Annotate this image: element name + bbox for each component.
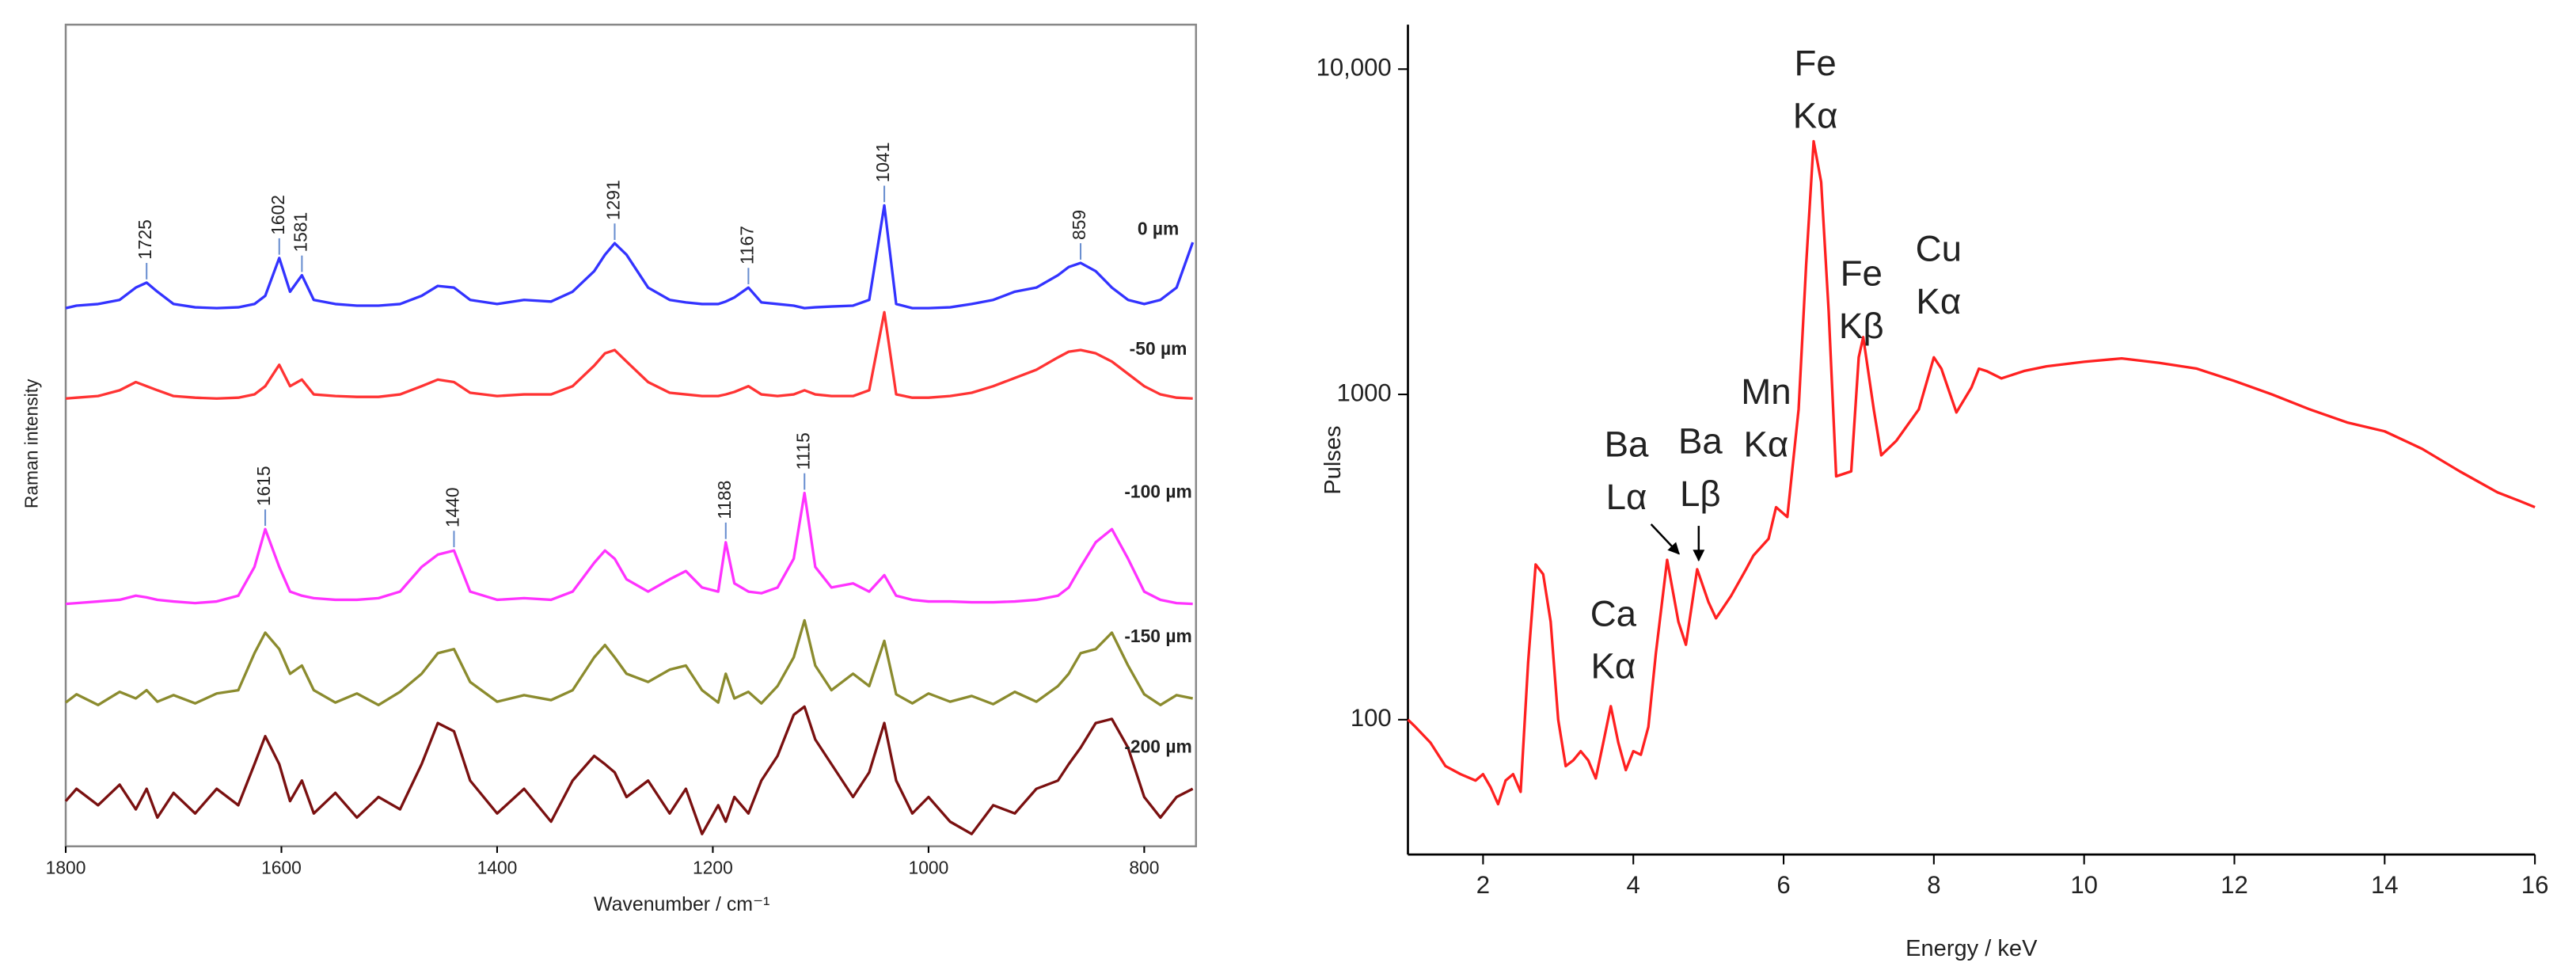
peak-annotation: Lβ — [1680, 474, 1721, 514]
spectrum-line — [65, 310, 1193, 400]
peak-annotation: Kα — [1743, 424, 1788, 465]
peak-annotation: Kβ — [1839, 306, 1884, 346]
spectrum-line — [65, 491, 1193, 606]
peak-annotation: Fe — [1795, 43, 1837, 83]
spectrum-line — [64, 705, 1194, 835]
spectrum-line — [1407, 139, 2536, 806]
y-tick-label: 100 — [1351, 704, 1392, 732]
peak-annotation: Ba — [1605, 424, 1649, 465]
peak-label: 1725 — [135, 219, 155, 260]
x-tick-label: 12 — [2221, 871, 2248, 899]
series-label: -100 µm — [1124, 481, 1191, 502]
x-tick-label: 1800 — [46, 858, 86, 878]
peak-label: 1440 — [443, 487, 463, 527]
x-tick-label: 1200 — [693, 858, 733, 878]
x-tick-label: 10 — [2070, 871, 2098, 899]
peak-label: 1041 — [872, 143, 893, 183]
peak-label: 1602 — [268, 195, 288, 235]
x-tick-label: 16 — [2521, 871, 2549, 899]
x-tick-label: 800 — [1129, 858, 1159, 878]
y-tick-label: 1000 — [1337, 379, 1392, 406]
peak-annotation: Lα — [1606, 477, 1647, 517]
peak-annotation: Fe — [1841, 253, 1883, 294]
spectrum-line — [65, 204, 1195, 310]
left-plot-frame — [64, 23, 1198, 847]
peak-label: 1115 — [792, 432, 813, 470]
x-axis-label: Energy / keV — [1905, 936, 2038, 961]
y-axis-label: Pulses — [1320, 425, 1346, 494]
peak-label: 1581 — [290, 212, 310, 253]
y-tick-label: 10,000 — [1316, 54, 1392, 82]
x-tick-label: 1000 — [909, 858, 949, 878]
peak-annotation: Ba — [1678, 420, 1723, 461]
x-tick-label: 2 — [1476, 871, 1490, 899]
peak-label: 1615 — [253, 466, 274, 506]
series-label: -50 µm — [1130, 338, 1187, 359]
peak-annotation: Kα — [1916, 281, 1961, 321]
x-tick-label: 8 — [1927, 871, 1940, 899]
x-tick-label: 14 — [2371, 871, 2399, 899]
x-tick-label: 4 — [1627, 871, 1640, 899]
x-tick-label: 1400 — [477, 858, 518, 878]
peak-label: 1188 — [714, 481, 735, 519]
peak-annotation: Cu — [1916, 229, 1962, 269]
peak-label: 859 — [1069, 210, 1089, 240]
series-label: -150 µm — [1124, 626, 1191, 646]
peak-annotation: Ca — [1590, 593, 1637, 633]
x-axis-label: Wavenumber / cm⁻¹ — [594, 893, 769, 915]
spectrum-line — [65, 618, 1194, 706]
peak-annotation: Kα — [1590, 646, 1636, 687]
y-axis-label: Raman intensity — [21, 379, 42, 508]
peak-label: 1291 — [602, 180, 623, 220]
arrow — [1650, 523, 1680, 555]
peak-annotation: Kα — [1793, 95, 1838, 135]
series-label: -200 µm — [1124, 736, 1191, 756]
peak-label: 1167 — [736, 226, 757, 264]
peak-annotation: Mn — [1741, 371, 1791, 412]
x-tick-label: 1600 — [261, 858, 302, 878]
series-label: 0 µm — [1138, 219, 1179, 239]
x-tick-label: 6 — [1776, 871, 1790, 899]
